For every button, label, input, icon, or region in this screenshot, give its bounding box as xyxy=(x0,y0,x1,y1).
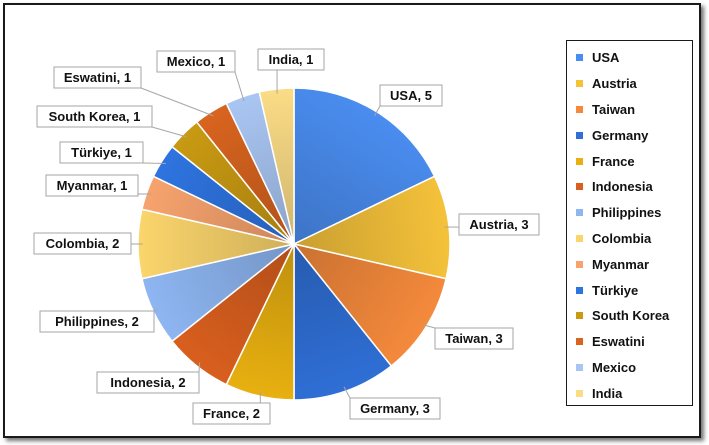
legend-label: Indonesia xyxy=(592,179,653,195)
legend-swatch xyxy=(576,80,583,88)
legend-label: Taiwan xyxy=(592,101,636,117)
callout-box-colombia xyxy=(33,232,132,255)
data-label-eswatini: Eswatini, 1 xyxy=(64,70,131,85)
legend-item-taiwan: Taiwan xyxy=(567,97,692,123)
legend-label: Myanmar xyxy=(592,256,650,272)
leader-line-south-korea xyxy=(151,126,188,138)
callout-box-usa xyxy=(379,84,443,107)
leader-line-philippines xyxy=(153,309,158,312)
legend-item-france: France xyxy=(567,148,692,174)
callout-box-france xyxy=(192,402,271,425)
leader-line-usa xyxy=(374,105,381,117)
callout-box-myanmar xyxy=(45,174,139,197)
legend-label: USA xyxy=(592,50,620,66)
legend-item-indonesia: Indonesia xyxy=(567,174,692,200)
legend-item-eswatini: Eswatini xyxy=(567,329,692,355)
legend-item-india: India xyxy=(567,380,692,406)
callout-box-philippines xyxy=(39,310,155,333)
data-label-usa: USA, 5 xyxy=(390,88,432,103)
legend: USA Austria Taiwan Germany France Indonesia Ph… xyxy=(566,40,693,406)
data-label-t-rkiye: Türkiye, 1 xyxy=(71,145,132,160)
legend-label: Germany xyxy=(592,127,649,143)
legend-item-myanmar: Myanmar xyxy=(567,251,692,277)
legend-label: Philippines xyxy=(592,205,662,221)
callout-box-mexico xyxy=(156,50,236,73)
callout-box-indonesia xyxy=(96,371,200,394)
legend-label: Austria xyxy=(592,76,637,92)
legend-swatch xyxy=(576,209,583,217)
legend-label: Colombia xyxy=(592,230,652,246)
legend-swatch xyxy=(576,54,583,62)
legend-item-mexico: Mexico xyxy=(567,355,692,381)
data-label-indonesia: Indonesia, 2 xyxy=(110,375,185,390)
legend-swatch xyxy=(576,389,583,397)
leader-line-germany xyxy=(343,386,351,399)
callout-box-austria xyxy=(458,213,540,236)
data-label-philippines: Philippines, 2 xyxy=(55,314,139,329)
legend-swatch xyxy=(576,157,583,165)
legend-swatch xyxy=(576,312,583,320)
data-label-myanmar: Myanmar, 1 xyxy=(57,178,128,193)
leader-line-eswatini xyxy=(140,87,214,117)
data-callouts: USA, 5 Austria, 3 Taiwan, 3 Germany, 3 Franc… xyxy=(33,48,540,425)
legend-swatch xyxy=(576,183,583,191)
callout-box-india xyxy=(257,48,325,71)
leader-line-indonesia xyxy=(198,362,201,373)
callout-box-t-rkiye xyxy=(59,141,144,164)
legend-item-t-rkiye: Türkiye xyxy=(567,277,692,303)
legend-item-austria: Austria xyxy=(567,71,692,97)
data-label-austria: Austria, 3 xyxy=(469,217,528,232)
slice-austria xyxy=(291,175,451,280)
legend-item-colombia: Colombia xyxy=(567,226,692,252)
data-label-france: France, 2 xyxy=(203,406,260,421)
legend-swatch xyxy=(576,338,583,346)
legend-label: Mexico xyxy=(592,359,637,375)
legend-label: France xyxy=(592,153,635,169)
legend-swatch xyxy=(576,286,583,294)
legend-label: India xyxy=(592,385,623,401)
slice-taiwan xyxy=(292,242,447,368)
leader-line-taiwan xyxy=(421,324,436,329)
legend-item-usa: USA xyxy=(567,45,692,71)
data-label-south-korea: South Korea, 1 xyxy=(49,109,141,124)
callout-box-germany xyxy=(349,397,441,420)
legend-swatch xyxy=(576,260,583,268)
legend-label: Eswatini xyxy=(592,334,645,350)
slice-india xyxy=(258,87,295,245)
data-label-taiwan: Taiwan, 3 xyxy=(445,331,503,346)
legend-label: South Korea xyxy=(592,308,670,324)
callout-box-eswatini xyxy=(53,66,142,89)
legend-item-south-korea: South Korea xyxy=(567,303,692,329)
data-label-india: India, 1 xyxy=(269,52,314,67)
legend-swatch xyxy=(576,363,583,371)
callout-box-south-korea xyxy=(36,105,153,128)
legend-item-germany: Germany xyxy=(567,122,692,148)
callout-box-taiwan xyxy=(434,327,514,350)
legend-item-philippines: Philippines xyxy=(567,200,692,226)
data-label-colombia: Colombia, 2 xyxy=(46,236,120,251)
pie-slices xyxy=(137,87,451,401)
legend-swatch xyxy=(576,234,583,242)
legend-label: Türkiye xyxy=(592,282,639,298)
leader-line-mexico xyxy=(234,71,245,102)
data-label-germany: Germany, 3 xyxy=(360,401,430,416)
slice-germany xyxy=(293,241,393,401)
legend-swatch xyxy=(576,131,583,139)
data-label-mexico: Mexico, 1 xyxy=(167,54,226,69)
legend-swatch xyxy=(576,105,583,113)
